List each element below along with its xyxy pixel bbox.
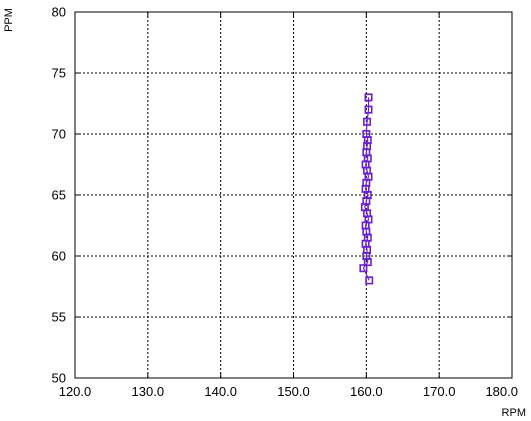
y-tick-label: 65 <box>52 188 66 203</box>
y-tick-label: 60 <box>52 249 66 264</box>
series-line <box>362 97 370 281</box>
data-point <box>363 258 372 267</box>
grid-lines <box>75 12 512 378</box>
x-tick-label: 130.0 <box>132 384 165 399</box>
y-tick-label: 70 <box>52 127 66 142</box>
x-tick-label: 150.0 <box>277 384 310 399</box>
data-point <box>359 264 368 273</box>
x-tick-label: 170.0 <box>423 384 456 399</box>
y-axis-ticks: 50 55 60 65 70 75 80 <box>52 5 512 386</box>
x-axis-ticks: 120.0 130.0 140.0 150.0 160.0 170.0 180.0 <box>59 12 518 399</box>
data-point <box>364 93 373 102</box>
y-tick-label: 75 <box>52 66 66 81</box>
data-point <box>365 276 374 285</box>
x-tick-label: 120.0 <box>59 384 92 399</box>
y-tick-label: 50 <box>52 371 66 386</box>
y-tick-label: 80 <box>52 5 66 20</box>
data-point <box>364 105 373 114</box>
y-tick-label: 55 <box>52 310 66 325</box>
x-tick-label: 140.0 <box>204 384 237 399</box>
data-series <box>359 93 374 285</box>
x-tick-label: 160.0 <box>350 384 383 399</box>
x-axis-label: RPM <box>502 407 526 419</box>
data-point <box>363 117 372 126</box>
x-tick-label: 180.0 <box>485 384 518 399</box>
y-axis-label: PPM <box>3 8 15 32</box>
